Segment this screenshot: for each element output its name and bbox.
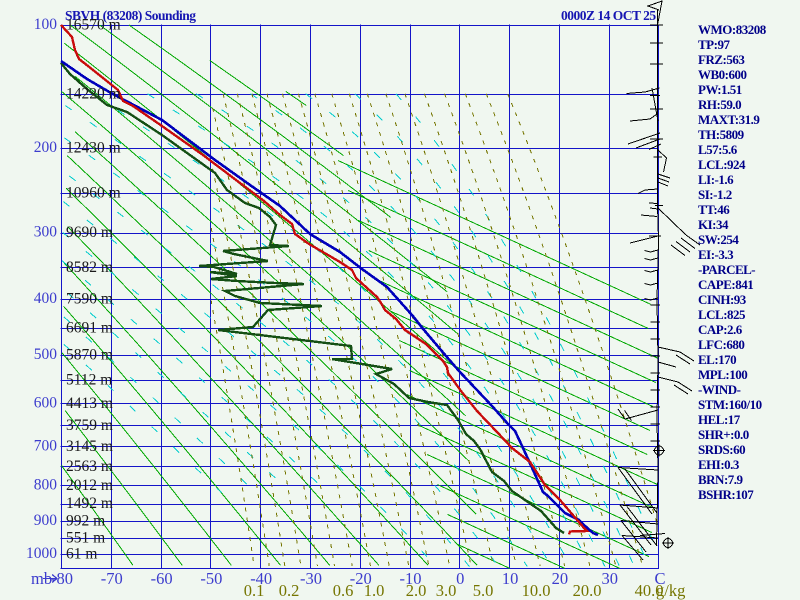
- svg-text:-PARCEL-: -PARCEL-: [698, 262, 755, 277]
- svg-text:LFC:680: LFC:680: [698, 337, 744, 352]
- svg-text:8582 m: 8582 m: [66, 259, 113, 276]
- svg-text:3759 m: 3759 m: [66, 417, 113, 434]
- svg-text:200: 200: [34, 139, 58, 156]
- svg-text:SBVH (83208) Sounding: SBVH (83208) Sounding: [65, 8, 196, 23]
- svg-text:551 m: 551 m: [66, 529, 105, 546]
- svg-text:SHR+:0.0: SHR+:0.0: [698, 427, 749, 442]
- svg-text:C: C: [654, 569, 665, 588]
- svg-text:0: 0: [456, 569, 464, 588]
- svg-text:2012 m: 2012 m: [66, 477, 113, 494]
- svg-text:1000: 1000: [26, 545, 57, 562]
- svg-text:900: 900: [34, 512, 58, 529]
- svg-text:0.2: 0.2: [279, 581, 300, 600]
- svg-text:5.0: 5.0: [473, 581, 494, 600]
- svg-text:1.0: 1.0: [364, 581, 385, 600]
- svg-text:600: 600: [34, 394, 58, 411]
- svg-text:-WIND-: -WIND-: [698, 382, 741, 397]
- svg-text:KI:34: KI:34: [698, 217, 729, 232]
- svg-text:FRZ:563: FRZ:563: [698, 52, 745, 67]
- svg-text:5870 m: 5870 m: [66, 346, 113, 363]
- svg-text:RH:59.0: RH:59.0: [698, 97, 741, 112]
- svg-text:-50: -50: [200, 569, 222, 588]
- svg-text:SW:254: SW:254: [698, 232, 739, 247]
- svg-text:SRDS:60: SRDS:60: [698, 442, 745, 457]
- svg-text:992 m: 992 m: [66, 513, 105, 530]
- svg-text:STM:160/10: STM:160/10: [698, 397, 762, 412]
- svg-text:WB0:600: WB0:600: [698, 67, 747, 82]
- svg-text:6691 m: 6691 m: [66, 320, 113, 337]
- svg-text:10: 10: [502, 569, 519, 588]
- svg-text:EL:170: EL:170: [698, 352, 736, 367]
- svg-text:10960 m: 10960 m: [66, 185, 121, 202]
- svg-text:LI:-1.6: LI:-1.6: [698, 172, 734, 187]
- svg-text:20: 20: [552, 569, 569, 588]
- svg-text:9690 m: 9690 m: [66, 224, 113, 241]
- svg-text:TT:46: TT:46: [698, 202, 730, 217]
- svg-text:3.0: 3.0: [436, 581, 457, 600]
- svg-text:300: 300: [34, 224, 58, 241]
- svg-text:30: 30: [601, 569, 618, 588]
- svg-text:BSHR:107: BSHR:107: [698, 487, 754, 502]
- svg-text:14220 m: 14220 m: [66, 85, 121, 102]
- svg-text:1492 m: 1492 m: [66, 495, 113, 512]
- svg-text:SI:-1.2: SI:-1.2: [698, 187, 732, 202]
- svg-text:10.0: 10.0: [522, 581, 551, 600]
- svg-text:-80: -80: [51, 569, 73, 588]
- svg-text:2563 m: 2563 m: [66, 458, 113, 475]
- svg-text:BRN:7.9: BRN:7.9: [698, 472, 744, 487]
- svg-text:5112 m: 5112 m: [66, 371, 112, 388]
- svg-text:PW:1.51: PW:1.51: [698, 82, 742, 97]
- svg-text:g/kg: g/kg: [656, 581, 685, 600]
- svg-text:0.6: 0.6: [333, 581, 354, 600]
- svg-text:LCL:924: LCL:924: [698, 157, 746, 172]
- svg-text:800: 800: [34, 476, 58, 493]
- svg-text:0.1: 0.1: [244, 581, 265, 600]
- svg-text:7590 m: 7590 m: [66, 291, 113, 308]
- svg-text:mb: mb: [31, 569, 52, 588]
- svg-text:40.0: 40.0: [635, 581, 664, 600]
- svg-text:12430 m: 12430 m: [66, 139, 121, 156]
- svg-text:CINH:93: CINH:93: [698, 292, 747, 307]
- svg-text:-10: -10: [400, 569, 422, 588]
- svg-text:EHI:0.3: EHI:0.3: [698, 457, 740, 472]
- svg-text:20.0: 20.0: [573, 581, 602, 600]
- svg-text:500: 500: [34, 346, 58, 363]
- svg-text:L57:5.6: L57:5.6: [698, 142, 738, 157]
- svg-text:61 m: 61 m: [66, 546, 97, 563]
- svg-text:3145 m: 3145 m: [66, 438, 113, 455]
- svg-text:CAPE:841: CAPE:841: [698, 277, 753, 292]
- svg-text:TP:97: TP:97: [698, 37, 730, 52]
- svg-text:0000Z 14 OCT 25: 0000Z 14 OCT 25: [561, 8, 656, 23]
- svg-text:-70: -70: [101, 569, 123, 588]
- svg-text:LCL:825: LCL:825: [698, 307, 746, 322]
- svg-text:MAXT:31.9: MAXT:31.9: [698, 112, 760, 127]
- svg-text:100: 100: [34, 16, 58, 33]
- svg-text:-20: -20: [350, 569, 372, 588]
- svg-text:-60: -60: [151, 569, 173, 588]
- svg-text:WMO:83208: WMO:83208: [698, 22, 767, 37]
- svg-text:CAP:2.6: CAP:2.6: [698, 322, 743, 337]
- svg-text:HEL:17: HEL:17: [698, 412, 741, 427]
- svg-text:TH:5809: TH:5809: [698, 127, 745, 142]
- svg-text:-40: -40: [250, 569, 272, 588]
- svg-text:EI:-3.3: EI:-3.3: [698, 247, 734, 262]
- svg-text:MPL:100: MPL:100: [698, 367, 747, 382]
- svg-text:4413 m: 4413 m: [66, 395, 113, 412]
- svg-text:2.0: 2.0: [406, 581, 427, 600]
- svg-text:-30: -30: [300, 569, 322, 588]
- svg-text:16570 m: 16570 m: [66, 17, 121, 34]
- svg-text:400: 400: [34, 290, 58, 307]
- svg-text:700: 700: [34, 437, 58, 454]
